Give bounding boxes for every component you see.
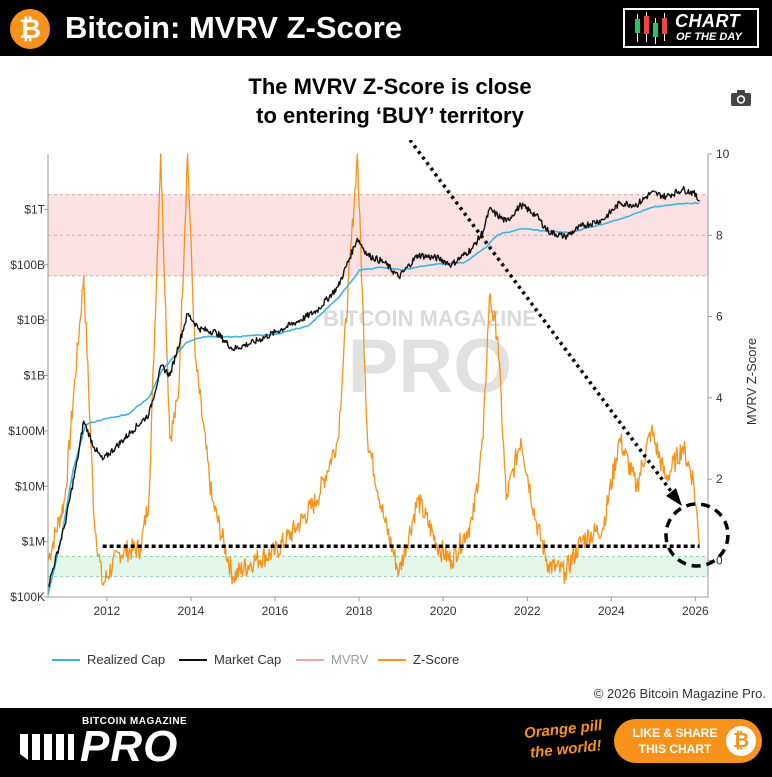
y-right-tick-label: 2: [716, 472, 723, 486]
y-left-tick-label: $1M: [22, 535, 45, 549]
legend-swatch: [52, 658, 80, 661]
legend-item-mvrv[interactable]: MVRV: [296, 651, 368, 669]
bitcoin-icon: ₿: [10, 9, 50, 49]
legend-label: Z-Score: [413, 652, 460, 667]
x-tick-label: 2014: [178, 604, 205, 618]
y-left-tick-label: $100M: [8, 424, 45, 438]
highlight-circle: [664, 502, 730, 568]
annotation-line1: The MVRV Z-Score is close: [242, 74, 538, 99]
annotation: The MVRV Z-Score is close to entering ‘B…: [200, 72, 580, 130]
watermark-top: BITCOIN MAGAZINE: [323, 306, 537, 331]
y-right-tick-label: 10: [716, 147, 730, 161]
footer-tagline: Orange pill the world!: [523, 716, 605, 764]
legend-item-market-cap[interactable]: Market Cap: [179, 651, 281, 669]
z-score-line: [47, 153, 701, 586]
badge-line2: OF THE DAY: [676, 31, 742, 43]
y-right-axis-label: MVRV Z-Score: [744, 338, 759, 425]
chart-of-the-day-badge: CHART OF THE DAY: [623, 8, 759, 48]
legend-label: Market Cap: [214, 652, 282, 667]
legend-swatch: [378, 658, 406, 661]
x-tick-label: 2020: [430, 604, 457, 618]
legend-item-z-score[interactable]: Z-Score: [378, 651, 459, 669]
market-cap-line: [47, 185, 701, 588]
footer-bar: BITCOIN MAGAZINE PRO Orange pill the wor…: [0, 708, 772, 777]
y-left-tick-label: $10B: [17, 313, 45, 327]
mvrv-chart: BITCOIN MAGAZINE PRO $100K $1M $10M $100M $1…: [8, 140, 759, 618]
watermark: BITCOIN MAGAZINE PRO: [323, 306, 537, 409]
annotation-arrow-line: [408, 140, 678, 500]
legend-label: MVRV: [331, 652, 369, 667]
buy-zone: [48, 556, 708, 577]
bitcoin-icon: ₿: [726, 726, 756, 756]
y-left-tick-label: $1T: [24, 202, 45, 216]
y-left-tick-label: $100B: [10, 258, 45, 272]
y-right-tick-label: 8: [716, 228, 723, 242]
legend-label: Realized Cap: [87, 652, 166, 667]
y-right-tick-label: 0: [716, 553, 723, 567]
x-tick-label: 2026: [682, 604, 709, 618]
bitcoin-magazine-logo-icon: [20, 734, 74, 760]
y-right-tick-label: 6: [716, 310, 723, 324]
legend-swatch: [296, 658, 324, 661]
x-tick-label: 2024: [598, 604, 625, 618]
y-right-tick-label: 4: [716, 391, 723, 405]
realized-cap-line: [47, 201, 700, 595]
y-left-tick-label: $1B: [24, 369, 45, 383]
y-left-tick-label: $10M: [15, 479, 45, 493]
annotation-arrowhead: [666, 488, 682, 506]
footer-brand-pro: PRO: [80, 722, 179, 771]
camera-icon[interactable]: [730, 89, 752, 107]
share-label: LIKE & SHARE THIS CHART: [632, 726, 718, 756]
copyright: © 2026 Bitcoin Magazine Pro.: [593, 686, 766, 701]
page-title: Bitcoin: MVRV Z-Score: [65, 10, 403, 45]
x-tick-label: 2012: [94, 604, 121, 618]
legend-swatch: [179, 658, 207, 661]
legend-item-realized-cap[interactable]: Realized Cap: [52, 651, 165, 669]
x-tick-label: 2016: [262, 604, 289, 618]
footer-brand-small: BITCOIN MAGAZINE: [82, 716, 188, 727]
x-tick-label: 2018: [346, 604, 373, 618]
header-bar: ₿ Bitcoin: MVRV Z-Score CHART OF THE DAY: [0, 0, 772, 56]
annotation-line2: to entering ‘BUY’ territory: [250, 103, 530, 128]
y-left-tick-label: $100K: [10, 590, 45, 604]
badge-line1: CHART: [675, 11, 741, 31]
x-tick-label: 2022: [514, 604, 541, 618]
like-share-button[interactable]: LIKE & SHARE THIS CHART ₿: [614, 719, 762, 763]
